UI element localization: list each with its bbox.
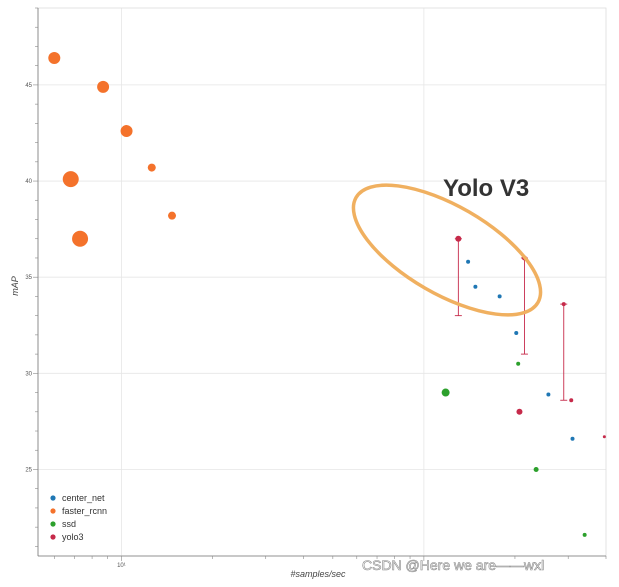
axis-ticks: 25 30 35 40 45 10¹ — [25, 7, 607, 569]
legend-label-ssd: ssd — [62, 519, 76, 529]
data-points — [48, 51, 606, 537]
grid-layer — [38, 8, 606, 556]
y-tick-label: 30 — [25, 371, 32, 377]
legend-marker-yolo3 — [50, 534, 56, 540]
ssd-point — [533, 466, 539, 472]
legend-label-faster-rcnn: faster_rcnn — [62, 506, 107, 516]
x-axis-label: #samples/sec — [290, 569, 346, 579]
faster-rcnn-point — [97, 80, 110, 93]
legend-marker-ssd — [50, 521, 56, 527]
center-net-point — [514, 330, 519, 335]
legend-marker-center-net — [50, 495, 56, 501]
faster-rcnn-point — [62, 171, 79, 188]
faster-rcnn-point — [48, 51, 61, 64]
faster-rcnn-point — [120, 125, 133, 138]
yolo3-point — [561, 302, 566, 307]
ssd-point — [441, 388, 450, 397]
yolo-v3-annotation: Yolo V3 — [443, 175, 529, 202]
ssd-point — [516, 361, 521, 366]
y-tick-label: 35 — [25, 275, 32, 281]
legend-marker-faster-rcnn — [50, 508, 56, 514]
center-net-point — [473, 284, 478, 289]
ssd-point — [582, 532, 587, 537]
y-tick-label: 25 — [25, 467, 32, 473]
yolo3-point — [516, 408, 523, 415]
legend-label-center-net: center_net — [62, 493, 105, 503]
annotation-layer: Yolo V3 — [351, 175, 543, 317]
legend-box — [46, 488, 120, 548]
watermark: CSDN @Here we are——wxl — [362, 557, 544, 573]
yolo3-point — [455, 235, 462, 242]
y-tick-label: 40 — [25, 179, 32, 185]
legend-label-yolo3: yolo3 — [62, 532, 84, 542]
faster-rcnn-point — [147, 163, 156, 172]
center-net-point — [570, 436, 575, 441]
yolo3-point — [569, 398, 574, 403]
y-axis-label: mAP — [10, 276, 20, 296]
center-net-point — [497, 294, 502, 299]
faster-rcnn-point — [72, 230, 89, 247]
center-net-point — [546, 392, 551, 397]
center-net-point — [466, 259, 471, 264]
yolo-v3-highlight-ellipse — [351, 183, 543, 317]
faster-rcnn-point — [168, 211, 177, 220]
plot-frame — [37, 7, 607, 557]
yolo3-point — [602, 435, 606, 439]
y-tick-label: 45 — [25, 83, 32, 89]
x-tick-label: 10¹ — [117, 563, 126, 569]
